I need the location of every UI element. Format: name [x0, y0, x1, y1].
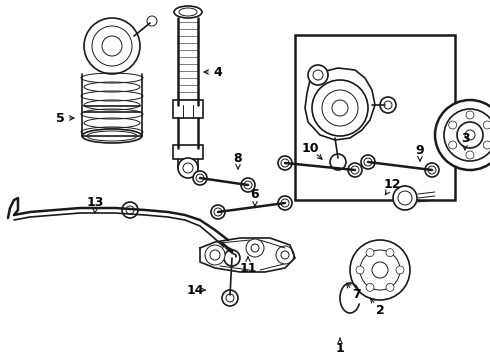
Circle shape — [483, 121, 490, 129]
Circle shape — [360, 250, 400, 290]
Circle shape — [384, 101, 392, 109]
Ellipse shape — [87, 131, 137, 141]
Circle shape — [308, 65, 328, 85]
Circle shape — [386, 249, 394, 257]
Circle shape — [398, 191, 412, 205]
Polygon shape — [305, 68, 375, 140]
Circle shape — [332, 100, 348, 116]
Bar — [173, 100, 203, 118]
Circle shape — [425, 163, 439, 177]
Circle shape — [361, 155, 375, 169]
Circle shape — [281, 159, 289, 167]
Text: 3: 3 — [461, 131, 469, 144]
Circle shape — [457, 122, 483, 148]
Ellipse shape — [179, 8, 197, 16]
Circle shape — [205, 245, 225, 265]
Circle shape — [246, 239, 264, 257]
Circle shape — [222, 290, 238, 306]
Circle shape — [193, 171, 207, 185]
Circle shape — [281, 199, 289, 207]
Text: 6: 6 — [251, 189, 259, 202]
Circle shape — [224, 250, 240, 266]
Circle shape — [226, 294, 234, 302]
Circle shape — [251, 244, 259, 252]
Ellipse shape — [82, 129, 142, 143]
Circle shape — [102, 36, 122, 56]
Text: 13: 13 — [86, 195, 104, 208]
Text: 4: 4 — [214, 66, 222, 78]
Circle shape — [312, 80, 368, 136]
Circle shape — [276, 246, 294, 264]
Circle shape — [483, 141, 490, 149]
Circle shape — [330, 154, 346, 170]
Circle shape — [380, 97, 396, 113]
Circle shape — [449, 141, 457, 149]
Circle shape — [393, 186, 417, 210]
Circle shape — [465, 130, 475, 140]
Text: 9: 9 — [416, 144, 424, 157]
Text: 11: 11 — [239, 261, 257, 274]
Circle shape — [278, 156, 292, 170]
Circle shape — [350, 240, 410, 300]
Text: 1: 1 — [336, 342, 344, 355]
Text: 2: 2 — [376, 303, 384, 316]
Circle shape — [444, 109, 490, 161]
Circle shape — [348, 163, 362, 177]
Circle shape — [178, 158, 198, 178]
Circle shape — [364, 158, 372, 166]
Circle shape — [214, 208, 222, 216]
Circle shape — [466, 111, 474, 119]
Circle shape — [396, 266, 404, 274]
Circle shape — [386, 283, 394, 291]
Circle shape — [147, 16, 157, 26]
Circle shape — [322, 90, 358, 126]
Bar — [173, 145, 203, 159]
Text: 7: 7 — [352, 288, 360, 302]
Circle shape — [278, 196, 292, 210]
Circle shape — [313, 70, 323, 80]
Circle shape — [244, 181, 252, 189]
Circle shape — [196, 174, 204, 182]
Circle shape — [84, 18, 140, 74]
Circle shape — [211, 205, 225, 219]
Circle shape — [466, 151, 474, 159]
Circle shape — [372, 262, 388, 278]
Circle shape — [351, 166, 359, 174]
Circle shape — [366, 249, 374, 257]
Circle shape — [122, 202, 138, 218]
Circle shape — [428, 166, 436, 174]
Bar — [295, 35, 455, 200]
Circle shape — [449, 121, 457, 129]
Circle shape — [281, 251, 289, 259]
Circle shape — [435, 100, 490, 170]
Circle shape — [356, 266, 364, 274]
Ellipse shape — [174, 6, 202, 18]
Text: 5: 5 — [56, 112, 64, 125]
Circle shape — [183, 163, 193, 173]
Circle shape — [126, 206, 134, 214]
Circle shape — [366, 283, 374, 291]
Text: 14: 14 — [186, 284, 204, 297]
Text: 8: 8 — [234, 152, 243, 165]
Text: 10: 10 — [301, 141, 319, 154]
Circle shape — [241, 178, 255, 192]
Circle shape — [210, 250, 220, 260]
Text: 12: 12 — [383, 179, 401, 192]
Circle shape — [92, 26, 132, 66]
